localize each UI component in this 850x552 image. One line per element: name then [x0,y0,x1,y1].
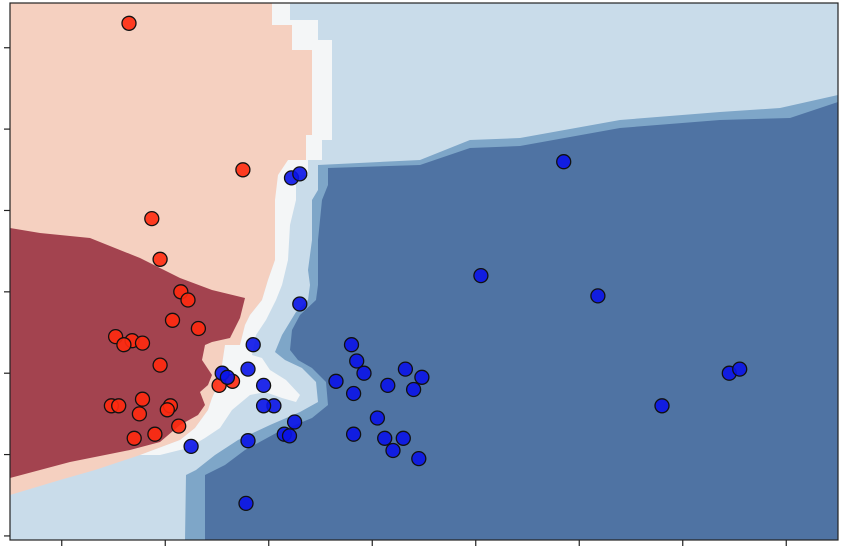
point-blue-14 [255,377,272,394]
point-red-23 [235,162,251,178]
point-blue-13 [328,373,344,389]
point-blue-5 [292,296,308,312]
point-blue-21 [255,398,272,414]
data-points [103,15,748,512]
point-blue-7 [245,337,261,353]
point-blue-31 [183,438,199,455]
point-red-1 [144,210,160,227]
point-blue-8 [349,353,365,369]
point-blue-6 [343,337,360,353]
point-blue-24 [369,410,386,426]
point-blue-3 [473,267,489,284]
point-blue-10 [397,361,414,377]
point-red-10 [116,337,132,353]
region-dark-blue [205,102,838,540]
point-blue-30 [240,433,256,449]
point-blue-34 [238,495,254,512]
point-blue-25 [395,430,411,446]
point-red-2 [152,251,168,267]
point-red-6 [190,320,207,337]
plot-frame [9,2,839,541]
point-blue-28 [281,428,298,444]
point-blue-4 [590,288,606,304]
point-blue-26 [377,430,393,446]
point-red-16 [111,398,127,414]
point-blue-36 [732,361,748,377]
point-blue-1 [292,166,308,182]
axis-ticks [4,47,787,546]
point-red-20 [171,418,187,434]
point-red-18 [159,402,175,418]
point-blue-32 [385,442,401,459]
region-white [140,3,332,455]
point-blue-15 [380,377,396,394]
point-red-21 [147,426,163,442]
point-blue-29 [345,426,362,442]
point-red-11 [152,357,168,373]
point-blue-2 [556,154,572,170]
point-blue-23 [286,414,303,430]
point-blue-9 [356,365,372,381]
point-red-19 [131,406,148,422]
point-blue-19 [219,369,236,385]
point-blue-33 [411,450,427,467]
point-red-22 [126,430,142,446]
point-red-0 [121,15,137,31]
point-blue-11 [414,369,430,385]
point-red-5 [164,312,181,328]
point-red-4 [180,292,196,308]
point-blue-22 [654,398,670,414]
point-red-9 [134,335,151,351]
point-blue-17 [345,385,362,402]
point-blue-16 [405,381,422,398]
point-blue-12 [240,361,256,377]
point-red-14 [134,391,151,407]
